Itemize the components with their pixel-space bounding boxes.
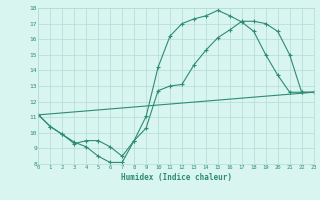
X-axis label: Humidex (Indice chaleur): Humidex (Indice chaleur) bbox=[121, 173, 231, 182]
